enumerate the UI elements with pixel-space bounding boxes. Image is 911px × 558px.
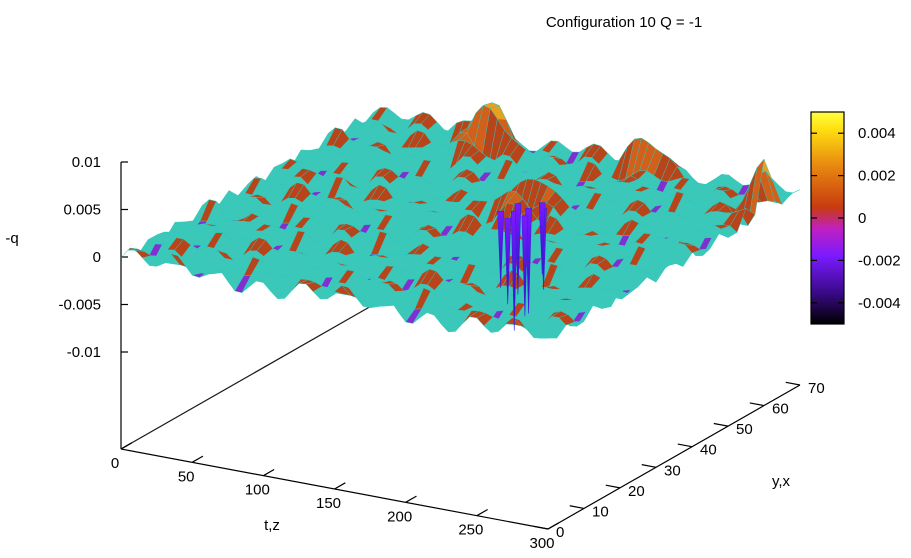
colorbar-tick-label: 0.004 <box>858 125 896 142</box>
y-tick-mark <box>569 505 585 510</box>
chart-title: Configuration 10 Q = -1 <box>546 14 702 31</box>
y-tick-mark <box>641 464 657 468</box>
colorbar-tick-label: 0 <box>858 210 866 227</box>
y-tick-label: 70 <box>808 380 825 397</box>
negative-spike <box>538 202 546 275</box>
plot-floor <box>120 304 801 530</box>
y-tick-mark <box>605 484 621 489</box>
x-axis-label: t,z <box>264 517 280 534</box>
y-tick-label: 40 <box>700 442 717 459</box>
colorbar-tick-label: -0.002 <box>858 252 901 269</box>
x-tick-label: 50 <box>178 468 195 485</box>
negative-spike <box>504 217 512 305</box>
y-tick-label: 20 <box>628 483 645 500</box>
z-axis-label: -q <box>5 230 18 247</box>
y-tick-mark <box>785 381 801 386</box>
x-tick-mark <box>191 455 204 463</box>
y-axis-ticks: 0 10 20 30 40 50 60 70 <box>533 380 825 541</box>
colorbar-tick-label: -0.004 <box>858 295 901 312</box>
x-tick-mark <box>547 522 560 530</box>
surface-mesh <box>120 102 801 339</box>
colorbar-tick-label: 0.002 <box>858 168 896 185</box>
y-tick-mark <box>533 525 549 530</box>
y-axis-line <box>547 384 801 530</box>
x-tick-mark <box>476 508 488 517</box>
x-tick-label: 200 <box>387 508 412 525</box>
x-tick-label: 0 <box>111 455 119 472</box>
x-axis-ticks: 0 50 100 150 200 250 300 <box>111 442 560 552</box>
x-tick-label: 100 <box>245 482 270 499</box>
z-axis-ticks: 0.01 0.005 0 -0.005 -0.01 <box>58 154 128 361</box>
x-tick-label: 150 <box>316 495 341 512</box>
z-tick-label: 0 <box>93 249 101 266</box>
z-tick-label: 0.01 <box>72 154 101 171</box>
z-tick-label: -0.005 <box>58 297 101 314</box>
x-tick-mark <box>334 482 346 490</box>
x-tick-mark <box>263 468 275 477</box>
y-tick-label: 60 <box>772 401 789 418</box>
surface-patch <box>540 332 558 339</box>
y-tick-mark <box>713 422 729 427</box>
x-tick-label: 250 <box>458 522 483 539</box>
y-tick-label: 0 <box>556 524 564 541</box>
colorbar-ticks: 0.004 0.002 0 -0.002 -0.004 <box>811 125 901 312</box>
x-tick-mark <box>405 495 417 503</box>
x-tick-mark <box>120 442 133 450</box>
negative-spike <box>497 211 504 288</box>
y-tick-label: 30 <box>664 462 681 479</box>
y-tick-label: 50 <box>736 421 753 438</box>
z-tick-label: -0.01 <box>67 344 101 361</box>
back-edge-line <box>120 304 374 450</box>
negative-spike <box>510 210 518 331</box>
y-tick-mark <box>749 402 765 407</box>
y-tick-mark <box>677 443 693 448</box>
negative-spike <box>514 203 522 295</box>
x-tick-label: 300 <box>529 535 554 552</box>
z-tick-label: 0.005 <box>63 202 101 219</box>
negative-spike <box>521 215 529 317</box>
y-tick-label: 10 <box>592 503 609 520</box>
y-axis-label: y,x <box>772 473 791 490</box>
